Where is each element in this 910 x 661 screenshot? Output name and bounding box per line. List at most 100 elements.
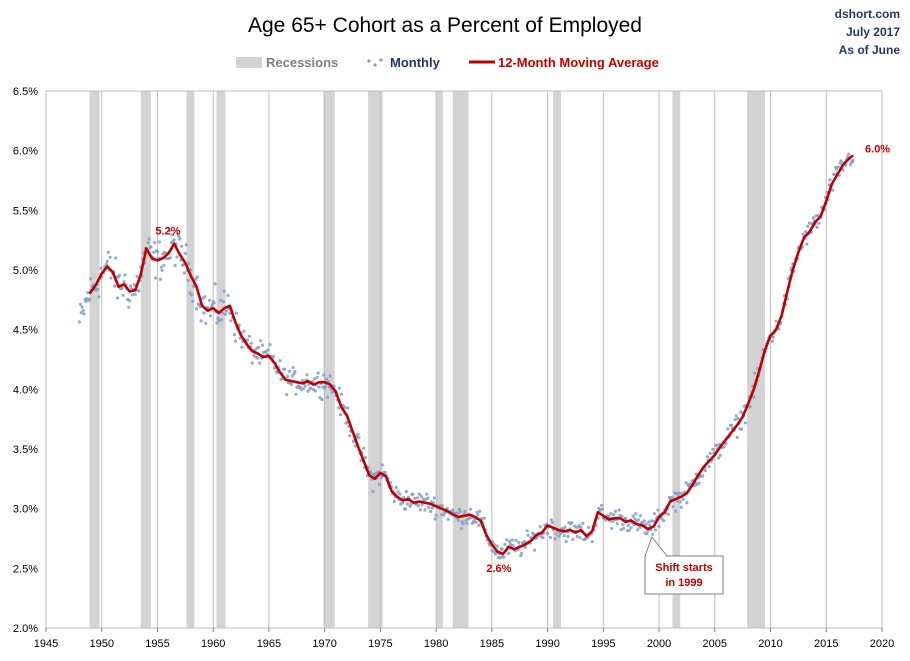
- monthly-point: [221, 300, 225, 304]
- monthly-point: [564, 540, 568, 544]
- monthly-point: [586, 525, 591, 530]
- monthly-point: [306, 389, 310, 393]
- x-tick-label: 1945: [34, 638, 58, 650]
- monthly-point: [105, 259, 109, 263]
- y-tick-label: 3.0%: [13, 504, 38, 516]
- monthly-point: [224, 309, 228, 313]
- y-tick-label: 6.0%: [13, 146, 38, 158]
- monthly-point: [240, 345, 244, 349]
- recession-band: [553, 91, 561, 628]
- monthly-point: [285, 374, 290, 378]
- monthly-point: [155, 250, 160, 254]
- monthly-point: [733, 418, 737, 422]
- monthly-point: [123, 273, 127, 277]
- monthly-point: [647, 520, 651, 524]
- monthly-point: [774, 319, 778, 323]
- x-tick-label: 1975: [368, 638, 392, 650]
- monthly-point: [162, 263, 166, 268]
- monthly-point: [652, 511, 657, 516]
- monthly-point: [339, 392, 343, 396]
- monthly-point: [807, 221, 812, 225]
- monthly-point: [371, 490, 375, 494]
- monthly-point: [272, 354, 276, 358]
- monthly-point: [451, 508, 455, 512]
- monthly-point: [233, 339, 238, 343]
- monthly-point: [566, 534, 570, 539]
- recession-band: [672, 91, 681, 628]
- monthly-point: [461, 522, 465, 526]
- monthly-point: [181, 263, 186, 267]
- monthly-point: [418, 508, 422, 512]
- monthly-point: [677, 491, 682, 495]
- monthly-point: [84, 299, 88, 304]
- monthly-point: [128, 284, 133, 288]
- monthly-point: [396, 490, 400, 494]
- monthly-point: [676, 499, 680, 503]
- monthly-point: [748, 405, 752, 409]
- monthly-point: [685, 501, 689, 505]
- monthly-point: [180, 244, 184, 248]
- monthly-point: [189, 268, 193, 272]
- monthly-point: [190, 293, 194, 297]
- recession-band: [186, 91, 195, 628]
- monthly-point: [806, 224, 810, 228]
- monthly-point: [317, 385, 321, 389]
- monthly-point: [104, 262, 108, 266]
- monthly-point: [401, 501, 405, 505]
- monthly-point: [99, 266, 103, 270]
- monthly-point: [631, 514, 635, 518]
- legend-monthly-dot: [379, 58, 383, 62]
- monthly-point: [612, 513, 616, 517]
- annotation-latest-value: 6.0%: [865, 143, 890, 155]
- annotations: 5.2% 2.6% 6.0% Shift starts in 1999: [155, 143, 890, 595]
- x-tick-label: 1995: [591, 638, 615, 650]
- monthly-point: [624, 516, 628, 520]
- monthly-point: [432, 496, 436, 500]
- monthly-point: [108, 255, 112, 259]
- chart-title: Age 65+ Cohort as a Percent of Employed: [248, 14, 642, 37]
- x-tick-label: 2020: [870, 638, 894, 650]
- monthly-point: [362, 446, 366, 450]
- monthly-point: [553, 537, 557, 541]
- monthly-point: [474, 520, 478, 524]
- monthly-point: [645, 532, 649, 536]
- monthly-point: [194, 277, 198, 281]
- monthly-point: [96, 287, 100, 291]
- monthly-point: [505, 538, 509, 542]
- monthly-point: [703, 469, 708, 473]
- source-line-2: July 2017: [846, 25, 900, 39]
- monthly-point: [590, 540, 594, 544]
- monthly-point: [734, 414, 738, 418]
- monthly-point: [203, 295, 207, 299]
- monthly-point: [507, 539, 512, 544]
- monthly-point: [557, 534, 561, 538]
- monthly-point: [674, 509, 678, 513]
- monthly-point: [805, 242, 809, 246]
- monthly-point: [651, 519, 656, 523]
- y-tick-label: 5.5%: [13, 205, 38, 217]
- monthly-point: [419, 494, 423, 498]
- monthly-point: [500, 547, 504, 552]
- monthly-point: [817, 221, 821, 225]
- monthly-point: [411, 492, 415, 496]
- monthly-point: [681, 497, 685, 502]
- monthly-point: [637, 518, 641, 522]
- monthly-point: [404, 489, 408, 494]
- monthly-point: [294, 392, 298, 396]
- y-tick-label: 3.5%: [13, 444, 38, 456]
- y-tick-label: 6.5%: [13, 86, 38, 98]
- monthly-point: [711, 447, 715, 451]
- monthly-point: [456, 518, 460, 522]
- monthly-point: [416, 504, 421, 508]
- monthly-point: [519, 554, 523, 558]
- monthly-point: [804, 230, 808, 234]
- monthly-point: [117, 273, 121, 278]
- monthly-point: [413, 496, 417, 500]
- source-line-3: As of June: [839, 43, 901, 57]
- monthly-point: [847, 152, 851, 156]
- monthly-point: [259, 339, 263, 343]
- monthly-point: [834, 167, 839, 171]
- monthly-point: [642, 519, 646, 523]
- monthly-point: [293, 370, 297, 374]
- monthly-point: [839, 159, 843, 163]
